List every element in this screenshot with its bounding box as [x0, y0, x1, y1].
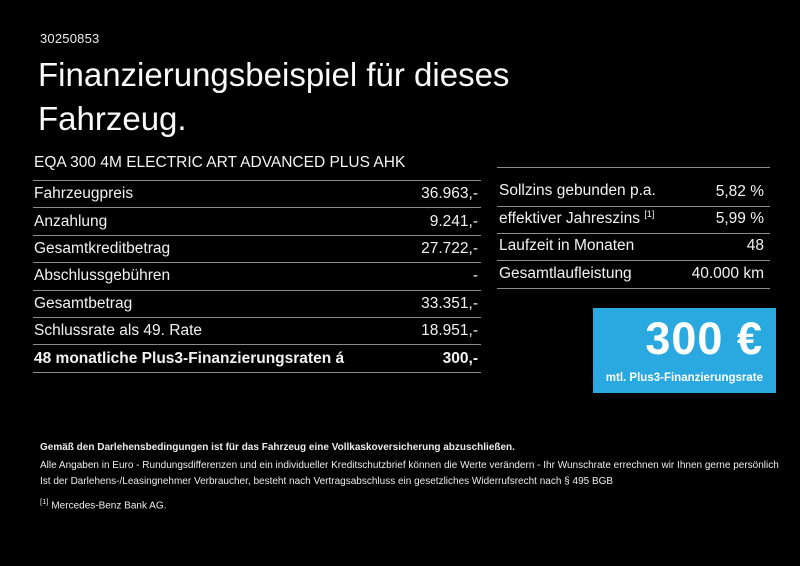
- table-row-gesamtkreditbetrag: Gesamtkreditbetrag 27.722,-: [33, 236, 481, 264]
- row-label: 48 monatliche Plus3-Finanzierungsraten á: [34, 349, 345, 367]
- row-label: Gesamtkreditbetrag: [34, 239, 171, 257]
- footnote-ref: [1]: [644, 208, 655, 219]
- page-title: Finanzierungsbeispiel für dieses Fahrzeu…: [38, 56, 510, 137]
- row-label: Laufzeit in Monaten: [499, 237, 635, 255]
- insurance-requirement-note: Gemäß den Darlehensbedingungen ist für d…: [40, 442, 515, 453]
- row-value: 48: [746, 237, 764, 255]
- table-row-effektiver-jahreszins: effektiver Jahreszins [1] 5,99 %: [497, 207, 770, 234]
- row-value: 300,-: [442, 349, 478, 367]
- row-label: effektiver Jahreszins [1]: [499, 208, 655, 227]
- table-row-gesamtlaufleistung: Gesamtlaufleistung 40.000 km: [497, 261, 770, 289]
- row-value: 36.963,-: [421, 185, 478, 203]
- row-label: Fahrzeugpreis: [34, 185, 134, 203]
- footnote-text: Mercedes-Benz Bank AG.: [51, 500, 167, 512]
- row-label: Gesamtbetrag: [34, 294, 133, 312]
- disclaimer-line-1: Alle Angaben in Euro - Rundungsdifferenz…: [40, 460, 779, 471]
- row-value: -: [472, 267, 478, 285]
- row-value: 40.000 km: [691, 264, 764, 282]
- row-value: 9.241,-: [429, 212, 478, 230]
- row-label: Schlussrate als 49. Rate: [34, 322, 203, 340]
- row-label: Anzahlung: [34, 212, 108, 230]
- row-label: Sollzins gebunden p.a.: [499, 182, 656, 200]
- table-row-monatsraten: 48 monatliche Plus3-Finanzierungsraten á…: [33, 345, 481, 373]
- table-row-schlussrate: Schlussrate als 49. Rate 18.951,-: [33, 318, 481, 346]
- table-row-gesamtbetrag: Gesamtbetrag 33.351,-: [33, 291, 481, 318]
- vehicle-financing-table: EQA 300 4M ELECTRIC ART ADVANCED PLUS AH…: [33, 148, 481, 373]
- row-value: 18.951,-: [421, 322, 478, 340]
- table-row-abschlussgebuehren: Abschlussgebühren -: [33, 263, 481, 291]
- vehicle-model-header: EQA 300 4M ELECTRIC ART ADVANCED PLUS AH…: [33, 148, 481, 181]
- row-value: 27.722,-: [421, 239, 478, 257]
- row-label: Gesamtlaufleistung: [499, 264, 632, 282]
- table-row-anzahlung: Anzahlung 9.241,-: [33, 208, 481, 236]
- loan-conditions-table: Sollzins gebunden p.a. 5,82 % effektiver…: [497, 167, 770, 289]
- disclaimer-line-2: Ist der Darlehens-/Leasingnehmer Verbrau…: [40, 476, 614, 487]
- monthly-rate-caption: mtl. Plus3-Finanzierungsrate: [605, 372, 763, 384]
- table-row-laufzeit: Laufzeit in Monaten 48: [497, 234, 770, 262]
- table-row-sollzins: Sollzins gebunden p.a. 5,82 %: [497, 168, 770, 207]
- row-label: Abschlussgebühren: [34, 267, 171, 285]
- monthly-rate-highlight-box: 300 € mtl. Plus3-Finanzierungsrate: [593, 308, 776, 393]
- monthly-rate-amount: 300 €: [645, 313, 763, 364]
- reference-number: 30250853: [40, 31, 100, 46]
- footnote-marker: [1]: [40, 497, 49, 506]
- row-value: 5,82 %: [715, 182, 764, 200]
- footnote-bank: [1] Mercedes-Benz Bank AG.: [40, 497, 166, 511]
- row-value: 5,99 %: [715, 209, 764, 227]
- table-row-fahrzeugpreis: Fahrzeugpreis 36.963,-: [33, 181, 481, 209]
- row-value: 33.351,-: [421, 294, 478, 312]
